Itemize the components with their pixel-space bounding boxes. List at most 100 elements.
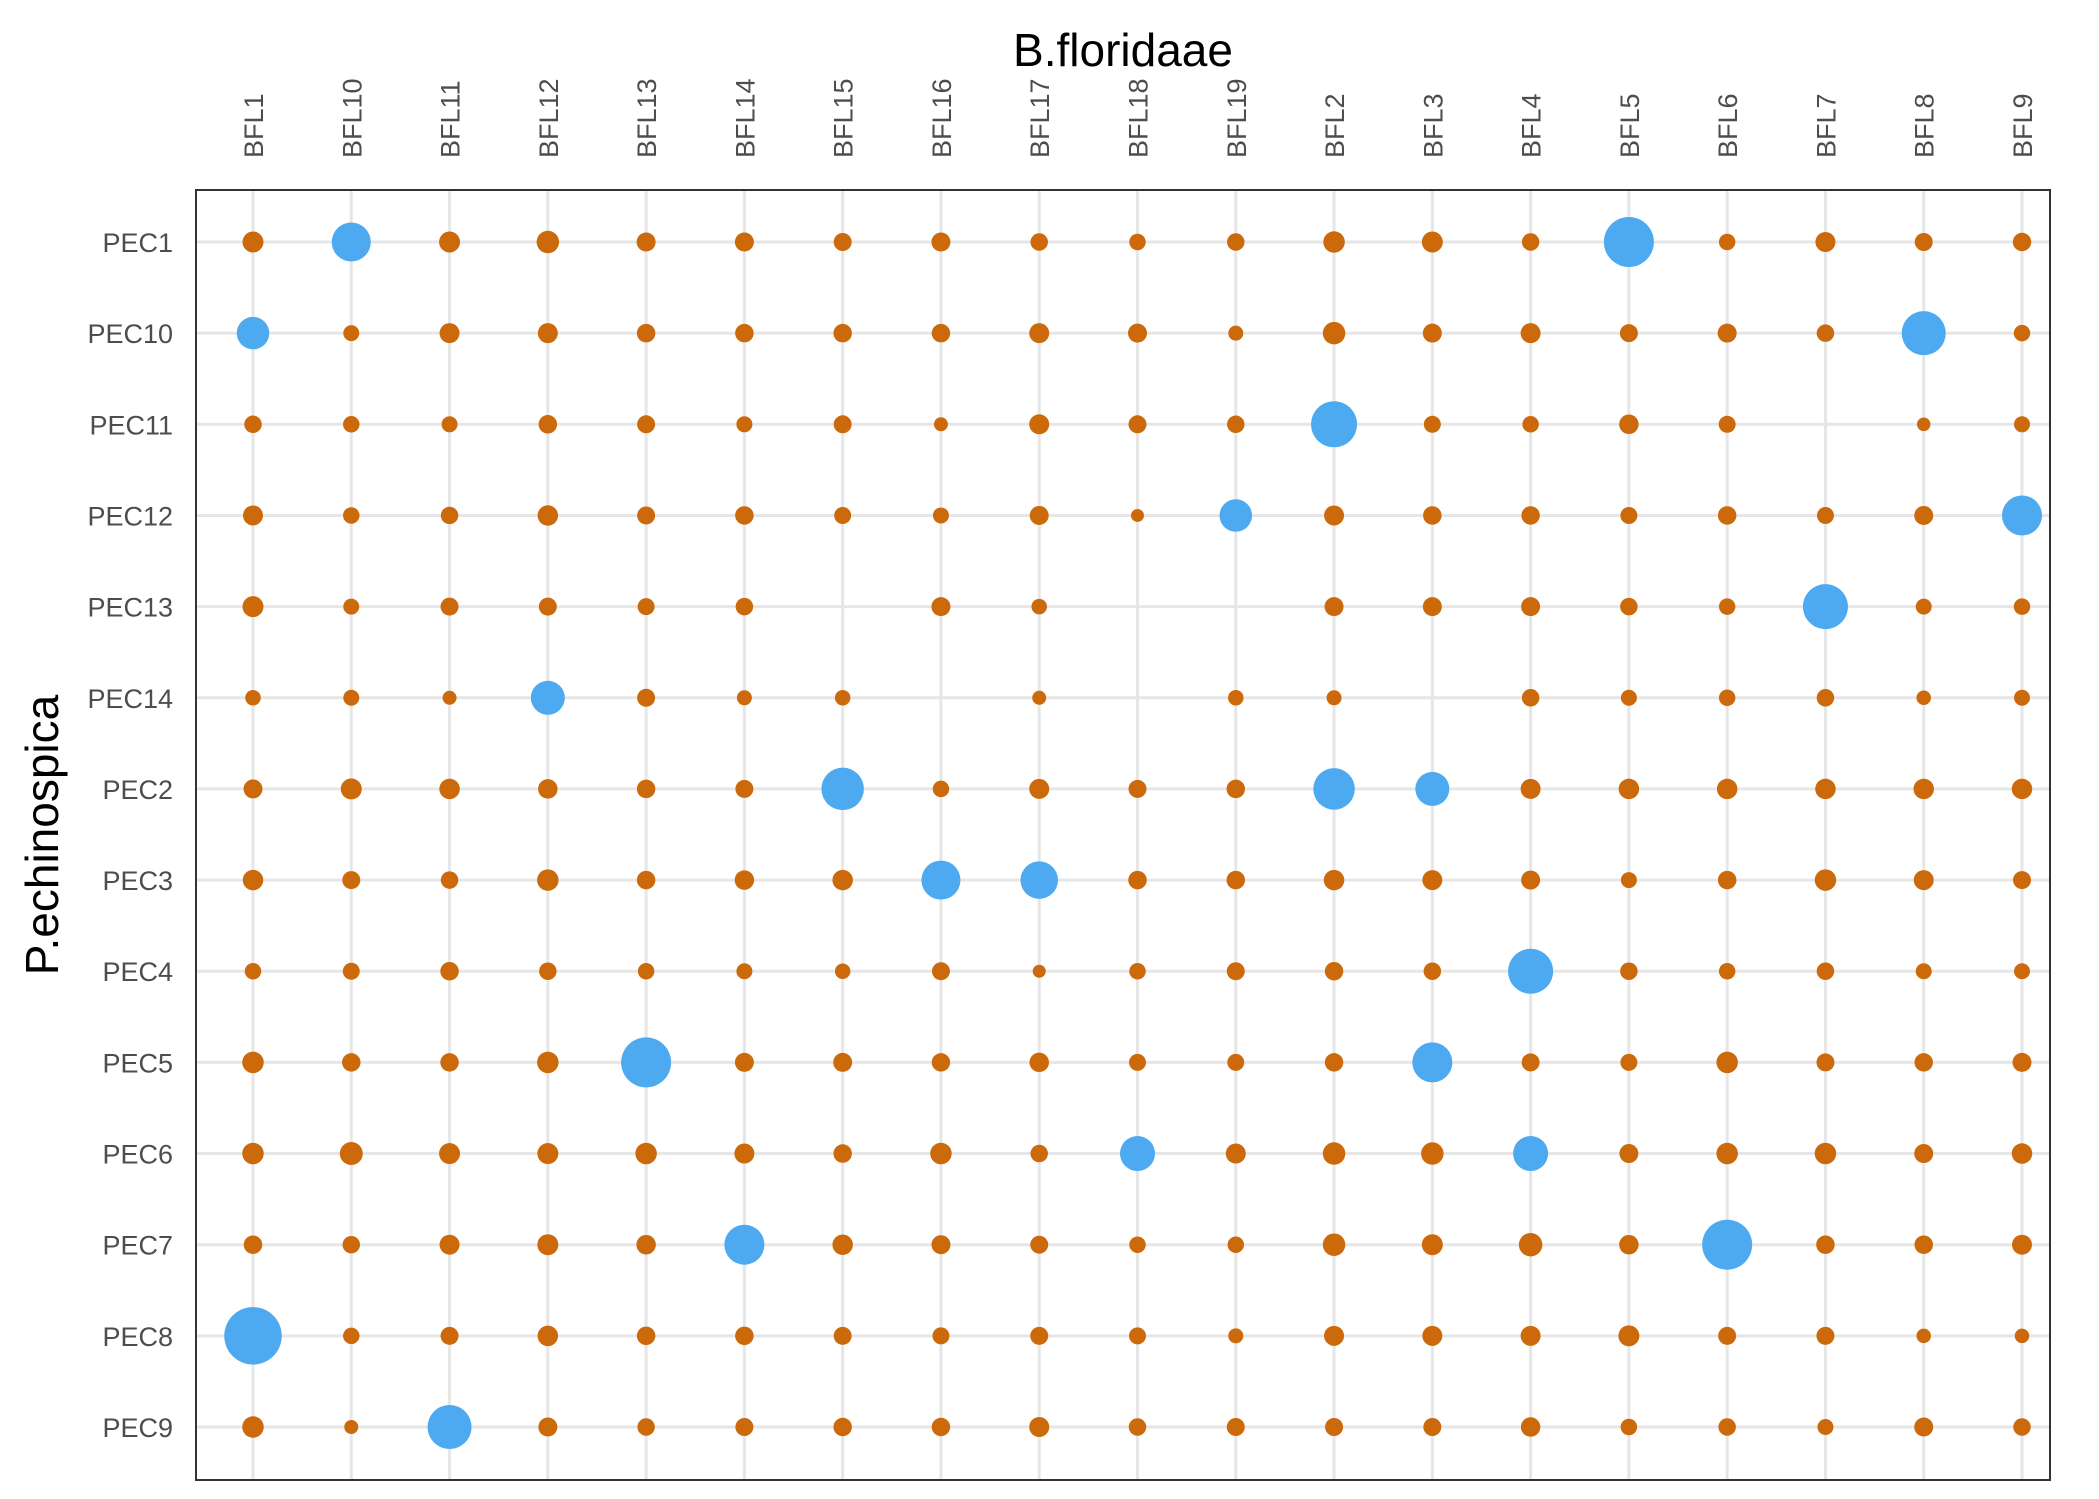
data-point-pec11-bfl15 — [833, 415, 852, 434]
data-point-pec6-bfl18 — [1120, 1136, 1155, 1172]
data-point-pec8-bfl5 — [1618, 1325, 1640, 1347]
data-point-pec3-bfl16 — [921, 860, 961, 900]
data-point-pec8-bfl15 — [833, 1326, 852, 1345]
data-point-pec10-bfl2 — [1322, 321, 1346, 345]
data-point-pec3-bfl2 — [1323, 869, 1345, 891]
data-point-pec1-bfl15 — [833, 233, 852, 251]
data-point-pec12-bfl15 — [834, 506, 852, 524]
x-tick-label: BFL15 — [829, 78, 859, 158]
data-point-pec7-bfl17 — [1030, 1235, 1049, 1254]
data-point-pec3-bfl4 — [1521, 870, 1541, 890]
data-point-pec2-bfl14 — [735, 779, 754, 798]
data-point-pec14-bfl14 — [736, 690, 752, 706]
data-point-pec8-bfl2 — [1324, 1325, 1345, 1346]
data-point-pec1-bfl2 — [1323, 231, 1345, 253]
data-point-pec12-bfl2 — [1324, 505, 1345, 526]
y-tick-label: PEC1 — [102, 228, 173, 258]
data-point-pec1-bfl11 — [439, 231, 461, 253]
data-point-pec8-bfl4 — [1520, 1325, 1541, 1346]
data-point-pec6-bfl13 — [635, 1142, 657, 1165]
data-point-pec5-bfl12 — [537, 1051, 559, 1074]
data-point-pec7-bfl18 — [1129, 1236, 1146, 1253]
data-point-pec9-bfl8 — [1914, 1417, 1934, 1437]
data-point-pec9-bfl15 — [833, 1417, 852, 1437]
data-point-pec8-bfl17 — [1030, 1326, 1049, 1345]
data-point-pec12-bfl11 — [440, 506, 459, 525]
data-point-pec5-bfl17 — [1029, 1052, 1049, 1073]
data-point-pec14-bfl17 — [1032, 690, 1047, 705]
data-point-pec11-bfl9 — [2014, 416, 2030, 433]
data-point-pec7-bfl1 — [243, 1235, 263, 1254]
data-point-pec12-bfl6 — [1717, 506, 1737, 525]
data-point-pec14-bfl2 — [1326, 690, 1342, 706]
data-point-pec4-bfl8 — [1915, 963, 1932, 980]
data-point-pec9-bfl11 — [427, 1405, 472, 1449]
data-point-pec13-bfl2 — [1324, 597, 1344, 617]
data-point-pec14-bfl4 — [1521, 689, 1540, 707]
data-point-pec11-bfl18 — [1128, 415, 1147, 434]
x-tick-label: BFL5 — [1615, 93, 1645, 158]
data-point-pec11-bfl5 — [1619, 414, 1639, 435]
x-tick-label: BFL8 — [1910, 93, 1940, 158]
data-point-pec6-bfl5 — [1619, 1144, 1639, 1164]
data-point-pec3-bfl9 — [2013, 871, 2031, 890]
data-point-pec4-bfl13 — [637, 962, 655, 980]
data-point-pec5-bfl11 — [440, 1053, 459, 1072]
data-point-pec9-bfl4 — [1520, 1417, 1541, 1437]
data-point-pec11-bfl16 — [933, 417, 948, 432]
x-tick-label: BFL4 — [1517, 93, 1547, 158]
data-point-pec13-bfl16 — [931, 597, 951, 617]
x-tick-label: BFL1 — [239, 93, 269, 158]
data-point-pec6-bfl15 — [833, 1144, 852, 1163]
data-point-pec6-bfl6 — [1716, 1142, 1738, 1165]
data-point-pec10-bfl19 — [1228, 325, 1244, 341]
data-point-pec5-bfl9 — [2012, 1052, 2032, 1072]
data-point-pec14-bfl12 — [530, 680, 565, 715]
grid-lines — [196, 190, 2050, 1480]
data-point-pec14-bfl11 — [442, 690, 457, 705]
data-point-pec12-bfl5 — [1620, 506, 1638, 524]
data-point-pec14-bfl6 — [1718, 689, 1736, 707]
data-point-pec1-bfl10 — [331, 222, 371, 262]
x-tick-label: BFL18 — [1124, 78, 1154, 158]
data-point-pec10-bfl14 — [735, 323, 754, 343]
data-point-pec2-bfl3 — [1415, 771, 1450, 806]
y-tick-label: PEC7 — [102, 1231, 173, 1261]
data-point-pec12-bfl9 — [2002, 495, 2042, 536]
data-point-pec5-bfl5 — [1620, 1053, 1638, 1071]
data-point-pec14-bfl19 — [1228, 690, 1244, 706]
data-point-pec8-bfl1 — [224, 1307, 282, 1365]
y-tick-label: PEC10 — [87, 319, 173, 349]
data-point-pec13-bfl7 — [1802, 584, 1848, 630]
data-point-pec9-bfl17 — [1029, 1417, 1050, 1437]
data-point-pec5-bfl13 — [621, 1037, 672, 1088]
data-point-pec2-bfl1 — [243, 779, 263, 799]
data-point-pec12-bfl7 — [1816, 506, 1834, 524]
data-point-pec5-bfl16 — [931, 1053, 951, 1072]
data-point-pec10-bfl17 — [1029, 323, 1050, 344]
data-point-pec1-bfl18 — [1129, 233, 1146, 251]
data-point-pec3-bfl10 — [342, 871, 361, 890]
data-point-pec11-bfl4 — [1522, 416, 1539, 433]
x-tick-label: BFL2 — [1320, 93, 1350, 158]
data-point-pec2-bfl7 — [1815, 778, 1836, 800]
x-axis-title: B.floridaae — [1013, 24, 1233, 76]
data-point-pec13-bfl4 — [1521, 597, 1541, 617]
data-point-pec9-bfl10 — [344, 1420, 359, 1434]
data-point-pec4-bfl7 — [1816, 962, 1835, 980]
data-point-pec9-bfl16 — [931, 1417, 951, 1437]
data-point-pec6-bfl3 — [1421, 1142, 1444, 1165]
data-point-pec10-bfl10 — [343, 325, 360, 342]
data-point-pec4-bfl9 — [2014, 963, 2030, 980]
data-point-pec5-bfl8 — [1914, 1053, 1933, 1072]
data-point-pec6-bfl4 — [1513, 1136, 1549, 1172]
data-point-pec11-bfl17 — [1029, 414, 1050, 435]
data-point-pec5-bfl15 — [833, 1052, 853, 1072]
data-point-pec9-bfl14 — [735, 1418, 754, 1436]
data-point-pec4-bfl4 — [1508, 948, 1554, 994]
x-tick-label: BFL10 — [337, 78, 367, 158]
data-point-pec3-bfl12 — [537, 869, 559, 891]
data-point-pec1-bfl4 — [1521, 233, 1540, 251]
x-tick-label: BFL9 — [2008, 93, 2038, 158]
data-point-pec4-bfl14 — [736, 963, 753, 980]
